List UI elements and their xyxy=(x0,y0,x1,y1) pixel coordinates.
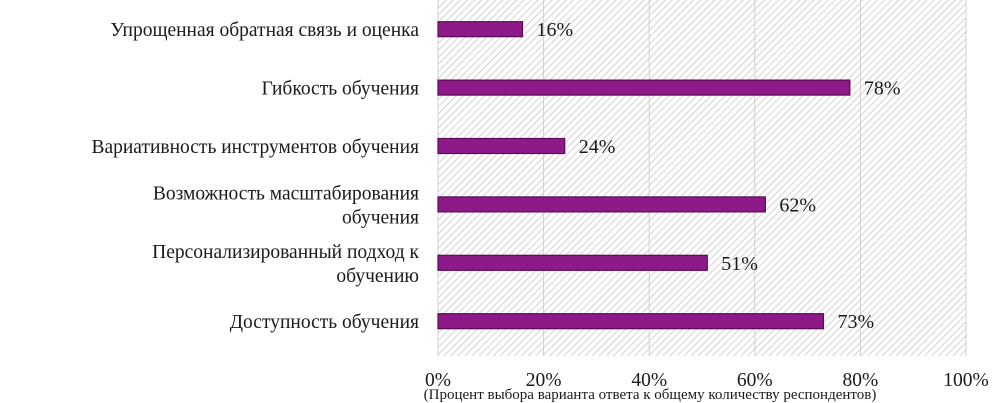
x-axis-title: (Процент выбора варианта ответа к общему… xyxy=(424,387,877,403)
category-label-2: Вариативность инструментов обучения xyxy=(91,137,419,158)
category-label-4-line-0: Персонализированный подход к xyxy=(152,242,419,263)
value-label-0: 16% xyxy=(536,19,573,41)
category-labels: Упрощенная обратная связь и оценка Гибкос… xyxy=(91,20,419,333)
bar-0 xyxy=(437,21,524,38)
value-label-3: 62% xyxy=(779,194,816,216)
category-label-4-line-1: обучению xyxy=(336,266,419,287)
value-label-5: 73% xyxy=(837,311,874,333)
x-tick-label-2: 40% xyxy=(631,370,667,391)
bar-3 xyxy=(437,196,766,213)
value-label-1: 78% xyxy=(864,78,901,100)
category-label-3-line-0: Возможность масштабирования xyxy=(153,183,419,204)
value-label-4: 51% xyxy=(721,253,758,275)
x-tick-label-0: 0% xyxy=(425,370,451,391)
x-tick-labels: 0% 20% 40% 60% 80% 100% xyxy=(425,370,989,391)
x-tick-label-4: 80% xyxy=(843,370,879,391)
x-tick-label-5: 100% xyxy=(943,370,989,391)
bar-5 xyxy=(437,313,825,330)
bars xyxy=(437,21,851,330)
bar-2 xyxy=(437,137,566,155)
plot-area xyxy=(438,0,966,356)
category-label-0: Упрощенная обратная связь и оценка xyxy=(110,20,419,41)
x-tick-label-3: 60% xyxy=(737,370,773,391)
bar-1 xyxy=(437,79,851,96)
category-label-5: Доступность обучения xyxy=(230,312,419,333)
x-tick-label-1: 20% xyxy=(526,370,562,391)
gridlines xyxy=(437,0,967,356)
value-label-2: 24% xyxy=(579,136,616,158)
category-label-3-line-1: обучения xyxy=(342,207,419,228)
value-labels: 16% 78% 24% 62% 51% 73% xyxy=(536,19,900,333)
bar-4 xyxy=(437,254,708,271)
category-label-1: Гибкость обучения xyxy=(261,79,419,100)
